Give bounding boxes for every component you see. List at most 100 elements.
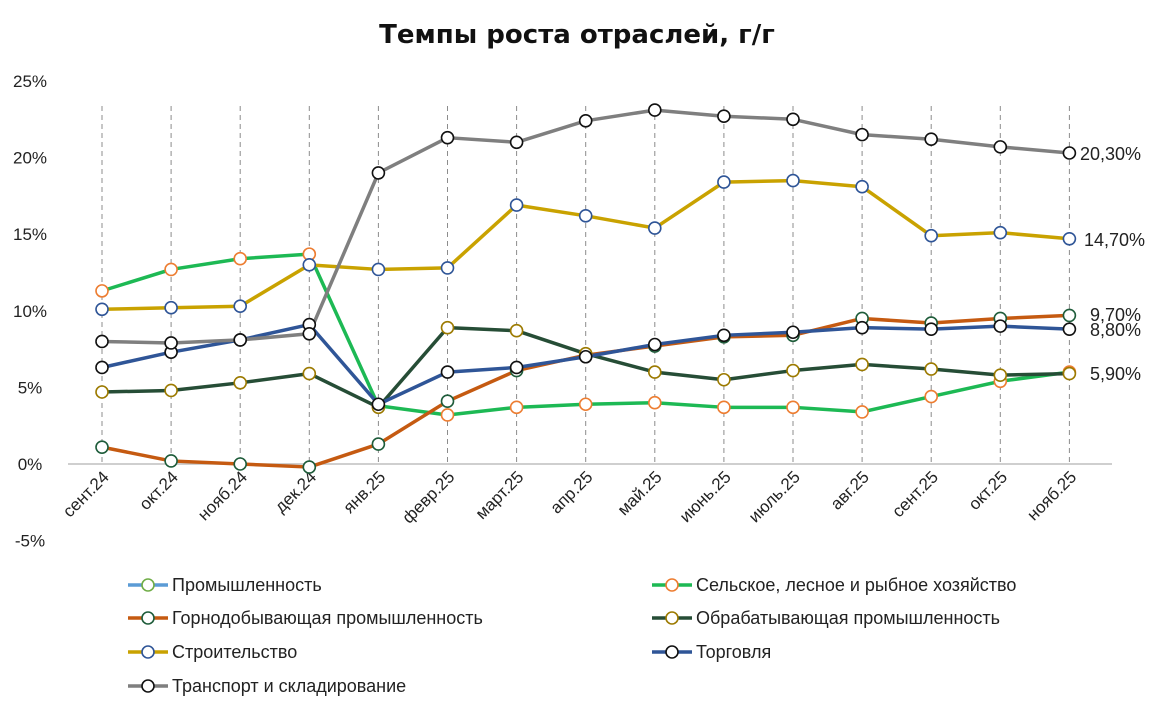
x-tick-label: апр.25 (547, 467, 597, 517)
data-point (302, 366, 317, 381)
data-point (717, 400, 731, 415)
data-point (647, 221, 662, 235)
legend: Промышленность Сельское, лесное и рыбное … (128, 575, 1016, 696)
legend-label: Промышленность (172, 575, 322, 595)
legend-marker (141, 611, 155, 625)
legend-marker (141, 578, 155, 592)
data-point (164, 262, 178, 277)
data-point (509, 198, 524, 212)
data-point (440, 320, 455, 335)
data-point (233, 299, 247, 314)
data-point (440, 408, 455, 422)
legend-label: Транспорт и складирование (172, 676, 406, 696)
chart-title: Темпы роста отраслей, г/г (379, 20, 775, 50)
data-point (855, 357, 869, 372)
data-point (993, 225, 1008, 240)
data-point (786, 363, 800, 378)
x-tick-label: авг.25 (827, 467, 873, 513)
data-point (717, 109, 731, 124)
data-point (95, 385, 109, 399)
data-point (1062, 146, 1077, 160)
x-tick-label: май.25 (614, 467, 666, 519)
y-tick-label: 10% (13, 302, 47, 321)
data-label-construction: 14,70% (1084, 230, 1145, 250)
data-point (786, 173, 800, 188)
data-point (164, 300, 178, 315)
data-point (647, 337, 662, 352)
x-tick-label: окт.25 (965, 467, 1011, 513)
x-tick-label: окт.24 (136, 467, 182, 513)
data-point (302, 460, 317, 474)
legend-marker (665, 645, 679, 659)
y-tick-label: 5% (18, 378, 43, 397)
end-data-labels: 20,30% 14,70% 9,70% 8,80% 5,90% (1080, 144, 1145, 384)
data-point (786, 400, 800, 415)
data-point (786, 112, 800, 127)
data-point (717, 328, 731, 343)
data-point (924, 228, 939, 243)
legend-marker (665, 611, 679, 625)
data-point (855, 179, 869, 194)
data-point (924, 322, 939, 336)
x-tick-label: сент.25 (888, 467, 942, 521)
x-tick-label: июнь.25 (676, 467, 735, 526)
data-point (647, 395, 662, 410)
y-tick-label: 0% (18, 455, 43, 474)
data-point (1062, 366, 1077, 381)
data-point (855, 405, 869, 419)
y-tick-label: -5% (15, 532, 45, 551)
data-label-manufacturing: 5,90% (1090, 364, 1141, 384)
data-point (578, 114, 593, 128)
data-label-mining: 9,70% (1090, 305, 1141, 325)
x-tick-label: июль.25 (745, 467, 804, 526)
legend-label: Горнодобывающая промышленность (172, 608, 483, 628)
x-tick-label: нояб.24 (194, 467, 251, 524)
y-tick-label: 20% (13, 149, 47, 168)
data-point (578, 397, 593, 412)
y-tick-label: 15% (13, 225, 47, 244)
data-label-transport: 20,30% (1080, 144, 1141, 164)
data-point (993, 368, 1008, 382)
data-point (924, 132, 939, 147)
x-tick-label: сент.24 (59, 467, 113, 521)
data-point (440, 394, 455, 408)
data-point (440, 130, 455, 145)
data-point (233, 457, 247, 471)
data-point (371, 262, 386, 277)
legend-label: Торговля (696, 642, 771, 662)
data-point (993, 140, 1008, 154)
y-tick-label: 25% (13, 72, 47, 91)
data-point (302, 258, 317, 272)
legend-label: Обрабатывающая промышленность (696, 608, 1000, 628)
data-point (717, 372, 731, 387)
data-point (578, 349, 593, 364)
data-point (302, 326, 317, 341)
data-point (371, 397, 386, 412)
legend-marker (141, 679, 155, 693)
data-point (164, 383, 178, 398)
data-point (1062, 231, 1077, 246)
data-label-trade: 8,80% (1090, 320, 1141, 340)
data-point (647, 365, 662, 379)
data-point (371, 437, 386, 451)
data-point (993, 319, 1008, 333)
series-markers (95, 103, 1077, 474)
legend-label: Строительство (172, 642, 297, 662)
data-point (164, 454, 178, 468)
data-point (509, 400, 524, 415)
data-point (440, 365, 455, 379)
data-point (509, 135, 524, 150)
data-point (95, 284, 109, 298)
data-point (1062, 322, 1077, 336)
data-point (509, 360, 524, 375)
data-point (578, 209, 593, 223)
data-point (95, 360, 109, 375)
data-point (95, 440, 109, 454)
data-point (95, 302, 109, 317)
legend-label: Сельское, лесное и рыбное хозяйство (696, 575, 1016, 595)
x-tick-label: февр.25 (399, 467, 459, 527)
data-point (855, 320, 869, 335)
data-point (440, 261, 455, 275)
